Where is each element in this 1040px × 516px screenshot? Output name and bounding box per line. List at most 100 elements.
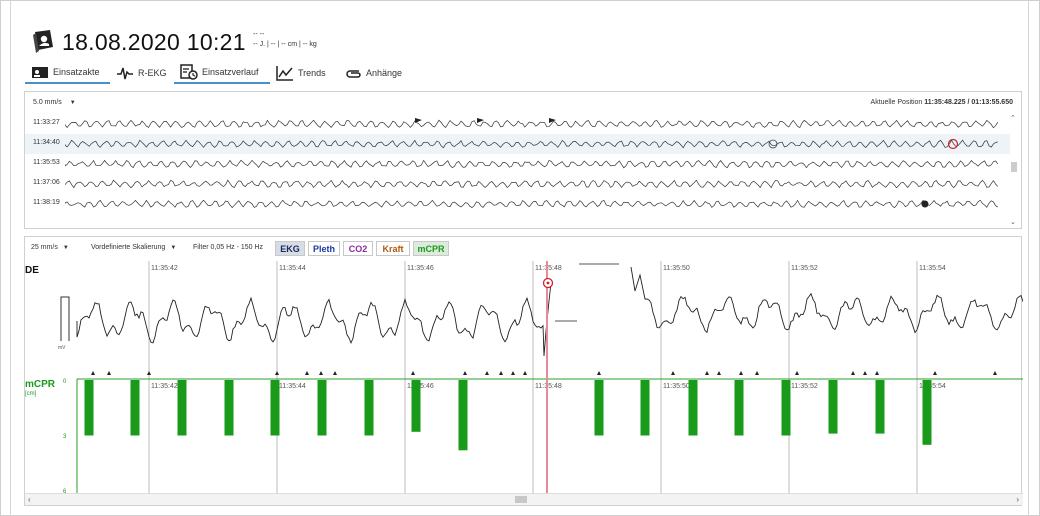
time-mark-label: 11:35:42: [151, 383, 178, 390]
event-marker-icon[interactable]: [549, 118, 556, 123]
overview-strip[interactable]: 11:35:53: [25, 154, 1010, 174]
paperclip-icon: [346, 70, 361, 78]
ekg-wave-icon: [117, 67, 133, 80]
frame-divider-right: [1028, 0, 1029, 516]
page-title: 18.08.2020 10:21: [62, 28, 246, 55]
strip-trace: [65, 139, 998, 149]
mcpr-unit-label: [cm]: [25, 391, 37, 397]
event-circle-icon[interactable]: [768, 139, 778, 149]
compression-marker-icon: [107, 371, 111, 375]
strip-timestamp: 11:34:40: [33, 139, 60, 146]
overview-scrollbar[interactable]: ⌃ ⌄: [1009, 114, 1019, 226]
compression-marker-icon: [671, 371, 675, 375]
strip-waveform: [65, 159, 999, 169]
tab-einsatzverlauf[interactable]: Einsatzverlauf: [174, 62, 270, 84]
waveform-area[interactable]: 11:35:42 11:35:42 11:35:44 11:35:44 11:35:46…: [25, 261, 1023, 493]
compression-bar: [458, 380, 468, 451]
strip-waveform: [65, 179, 999, 189]
tab-trends[interactable]: Trends: [270, 62, 338, 84]
calibration-pulse: [60, 296, 70, 341]
compression-marker-icon: [795, 371, 799, 375]
scroll-thumb[interactable]: [1011, 162, 1017, 172]
ekg-trace: [630, 266, 1023, 334]
event-marker-icon[interactable]: [415, 118, 422, 123]
mcpr-channel-label: mCPR: [25, 379, 56, 390]
time-mark-label: 11:35:54: [919, 383, 946, 390]
time-mark-label: 11:35:52: [791, 383, 818, 390]
time-mark-label: 11:35:50: [663, 383, 690, 390]
channel-toggle-co2[interactable]: CO2: [343, 241, 373, 256]
scaling-select[interactable]: Vordefinierte Skalierung ▼: [91, 244, 176, 251]
compression-marker-icon: [147, 371, 151, 375]
filter-label: Filter 0,05 Hz - 150 Hz: [193, 244, 264, 251]
overview-strip[interactable]: 11:33:27: [25, 114, 1010, 134]
chevron-down-icon[interactable]: ⌄: [1010, 219, 1016, 226]
record-header: 18.08.2020 10:21: [28, 26, 246, 58]
scroll-thumb[interactable]: [515, 496, 527, 503]
strip-trace: [65, 179, 999, 189]
tab-einsatzakte[interactable]: Einsatzakte: [25, 62, 110, 84]
overview-speed-select[interactable]: 5.0 mm/s ▼: [33, 99, 76, 106]
event-dot-icon[interactable]: [921, 200, 929, 208]
tab-label: Einsatzverlauf: [202, 67, 259, 77]
channel-toggle-kraft[interactable]: Kraft: [376, 241, 410, 256]
channel-toggle-pleth[interactable]: Pleth: [308, 241, 340, 256]
chevron-down-icon: ▼: [62, 245, 69, 251]
tab-label: Anhänge: [365, 68, 402, 78]
chevron-right-icon[interactable]: ›: [1016, 495, 1019, 504]
strip-waveform: [65, 199, 998, 209]
time-mark-label: 11:35:52: [791, 265, 818, 272]
frame-divider-left: [10, 0, 11, 516]
time-mark-label: 11:35:44: [279, 383, 306, 390]
tab-bar: Einsatzakte R-EKG Einsatzverlauf Trend: [25, 62, 408, 84]
tab-anhaenge[interactable]: Anhänge: [338, 62, 408, 84]
tab-r-ekg[interactable]: R-EKG: [110, 62, 174, 84]
overview-strip[interactable]: 11:37:06: [25, 174, 1010, 194]
compression-marker-icon: [739, 371, 743, 375]
tab-label: R-EKG: [138, 68, 167, 78]
strip-timestamp: 11:35:53: [33, 159, 60, 166]
timeline-scrollbar[interactable]: ‹ ›: [25, 493, 1023, 505]
channel-toggle-ekg[interactable]: EKG: [275, 241, 305, 256]
waveform-canvas[interactable]: 11:35:42 11:35:42 11:35:44 11:35:44 11:35:46…: [25, 261, 1023, 493]
compression-marker-icon: [485, 371, 489, 375]
compression-marker-icon: [91, 371, 95, 375]
compression-marker-icon: [305, 371, 309, 375]
compression-marker-icon: [333, 371, 337, 375]
compression-marker-icon: [411, 371, 415, 375]
mcpr-scale-label: 0: [63, 379, 67, 385]
speed-select[interactable]: 25 mm/s ▼: [31, 244, 69, 251]
timeline-clock-icon: [180, 64, 198, 80]
compression-marker-icon: [851, 371, 855, 375]
position-marker-icon[interactable]: [947, 138, 959, 150]
strip-trace: [65, 159, 999, 169]
compression-marker-icon: [275, 371, 279, 375]
ekg-lead-label: DE: [25, 265, 39, 276]
chevron-left-icon[interactable]: ‹: [28, 495, 31, 504]
time-mark-label: 11:35:50: [663, 265, 690, 272]
time-mark-label: 11:35:48: [535, 383, 562, 390]
compression-marker-icon: [319, 371, 323, 375]
channel-toggle-mcpr[interactable]: mCPR: [413, 241, 449, 256]
overview-strip[interactable]: 11:34:40: [25, 134, 1010, 154]
compression-marker-icon: [523, 371, 527, 375]
overview-strip[interactable]: 11:38:19: [25, 194, 1010, 214]
position-value: 11:35:48.225 / 01:13:55.650: [924, 99, 1013, 106]
compression-marker-icon: [705, 371, 709, 375]
compression-bar: [781, 380, 791, 436]
strip-trace: [65, 199, 998, 209]
compression-bar: [84, 380, 94, 436]
scaling-value: Vordefinierte Skalierung: [91, 244, 166, 251]
compression-marker-icon: [499, 371, 503, 375]
event-marker-icon[interactable]: [477, 118, 484, 123]
compression-bar: [411, 380, 421, 432]
detail-toolbar: 25 mm/s ▼ Vordefinierte Skalierung ▼ Filte…: [25, 237, 1021, 259]
compression-marker-icon: [993, 371, 997, 375]
calibration-unit: mV: [58, 345, 66, 351]
chevron-up-icon[interactable]: ⌃: [1010, 115, 1016, 122]
strip-timestamp: 11:38:19: [33, 199, 60, 206]
overview-strips[interactable]: 11:33:27 11:34:40 11:35:53 11:37:06 11:38:19: [25, 114, 1010, 214]
position-label: Aktuelle Position: [870, 99, 923, 106]
patient-details: -- J. | -- | -- cm | -- kg: [253, 41, 317, 48]
